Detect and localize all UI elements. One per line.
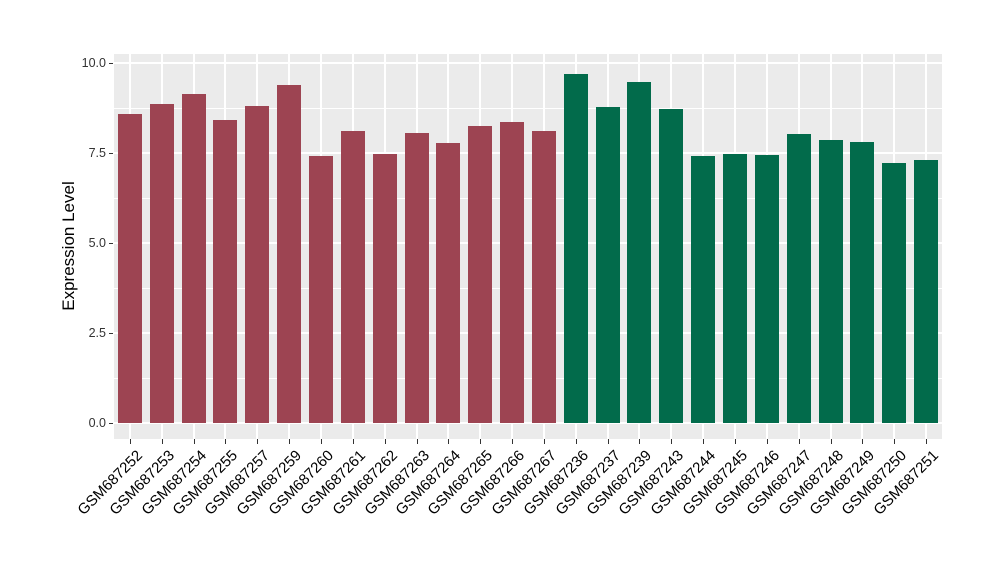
plot-panel	[114, 54, 942, 439]
x-tick-mark	[193, 439, 195, 444]
x-tick-mark	[543, 439, 545, 444]
minor-gridline	[114, 107, 942, 109]
x-tick-mark	[161, 439, 163, 444]
x-tick-mark	[512, 439, 514, 444]
x-tick-mark	[129, 439, 131, 444]
bar-GSM687237	[595, 106, 620, 423]
major-gridline	[114, 331, 942, 334]
y-tick-mark	[109, 152, 113, 154]
bar-GSM687245	[723, 154, 747, 423]
x-tick-mark	[766, 439, 768, 444]
y-tick-label: 10.0	[81, 55, 106, 70]
bar-GSM687251	[914, 159, 939, 423]
bar-GSM687239	[627, 82, 652, 423]
x-tick-mark	[384, 439, 386, 444]
minor-gridline	[114, 377, 942, 379]
bar-GSM687266	[500, 121, 525, 423]
bar-GSM687267	[531, 130, 556, 423]
bar-GSM687255	[213, 119, 238, 423]
bar-GSM687262	[372, 153, 397, 423]
y-tick-label: 0.0	[88, 416, 106, 430]
y-axis-title: Expression Level	[59, 181, 78, 311]
minor-gridline	[114, 287, 942, 289]
x-tick-mark	[703, 439, 705, 444]
bar-GSM687259	[277, 84, 302, 423]
bar-GSM687236	[563, 74, 588, 423]
y-tick-mark	[109, 332, 113, 334]
bar-GSM687250	[882, 162, 907, 423]
major-gridline	[114, 422, 942, 424]
bar-GSM687252	[117, 114, 142, 423]
bar-GSM687254	[181, 93, 206, 423]
x-tick-mark	[862, 439, 864, 444]
y-tick-label: 7.5	[88, 145, 106, 160]
bar-GSM687261	[340, 130, 365, 423]
x-tick-mark	[671, 439, 673, 444]
bar-GSM687246	[754, 155, 779, 423]
y-tick-label: 5.0	[88, 235, 106, 250]
x-tick-mark	[926, 439, 928, 444]
bar-GSM687247	[786, 134, 811, 423]
bar-GSM687265	[468, 125, 493, 423]
bar-GSM687249	[850, 142, 875, 423]
x-tick-mark	[448, 439, 450, 444]
x-tick-mark	[830, 439, 832, 444]
y-tick-label: 2.5	[88, 325, 106, 340]
x-tick-mark	[607, 439, 609, 444]
x-tick-mark	[575, 439, 577, 444]
x-tick-mark	[257, 439, 259, 444]
y-tick-mark	[109, 62, 113, 64]
bar-GSM687264	[436, 142, 461, 423]
x-tick-mark	[352, 439, 354, 444]
y-tick-mark	[109, 242, 113, 244]
bar-GSM687253	[149, 103, 174, 423]
x-tick-mark	[225, 439, 227, 444]
major-gridline	[114, 61, 942, 64]
x-tick-mark	[480, 439, 482, 444]
major-gridline	[114, 151, 942, 154]
x-tick-mark	[639, 439, 641, 444]
bar-GSM687244	[691, 156, 716, 423]
x-tick-mark	[416, 439, 418, 444]
x-tick-mark	[321, 439, 322, 444]
y-tick-mark	[109, 423, 113, 424]
x-tick-mark	[894, 439, 896, 444]
bar-GSM687243	[659, 109, 684, 423]
x-tick-mark	[735, 439, 736, 444]
major-gridline	[114, 241, 942, 244]
bar-GSM687257	[245, 105, 270, 423]
bar-GSM687260	[309, 155, 333, 423]
minor-gridline	[114, 197, 942, 199]
bar-GSM687263	[404, 132, 429, 423]
x-tick-mark	[289, 439, 291, 444]
bar-GSM687248	[818, 140, 843, 423]
x-tick-mark	[798, 439, 800, 444]
